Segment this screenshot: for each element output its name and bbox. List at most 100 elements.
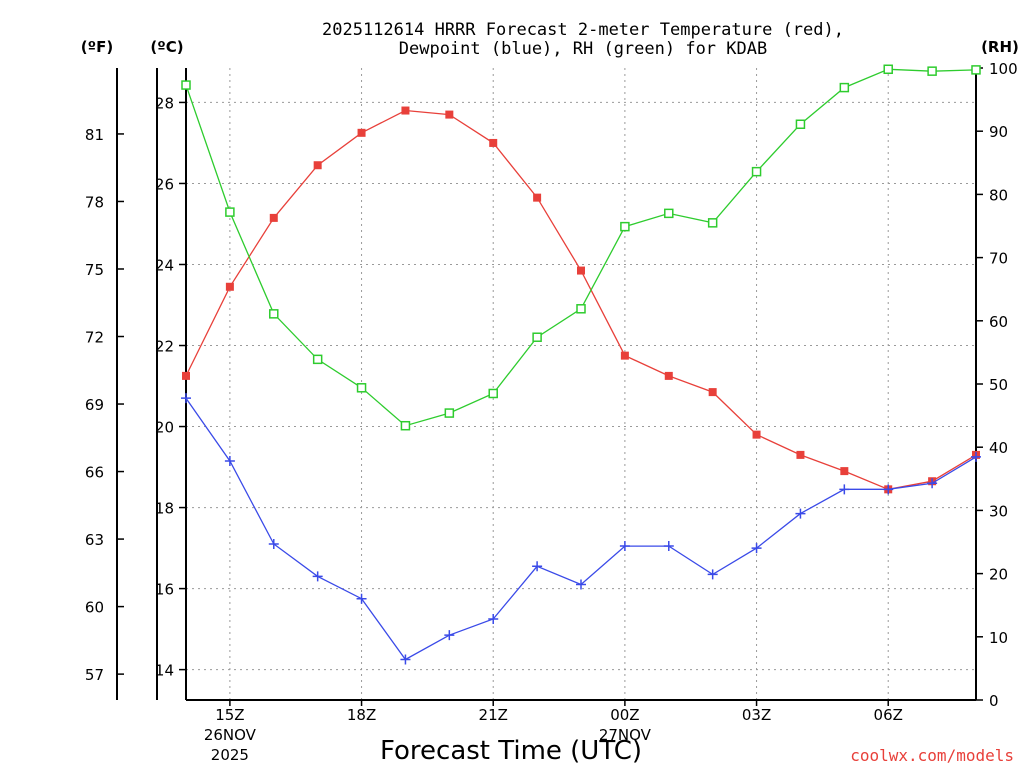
tick-labels: 14 16 18 20 22 24 26 28 57 60 63 66 69 72 75 78 81 0 10 20 3… [85, 60, 1018, 764]
celsius-tick-label: 14 [155, 662, 174, 680]
2-meter-temperature-point [357, 128, 366, 137]
rh-tick-label: 20 [989, 566, 1008, 584]
dewpoint-point [312, 571, 323, 582]
celsius-tick-label: 28 [155, 94, 174, 112]
dewpoint-point [971, 451, 981, 462]
rh-point [795, 119, 806, 129]
rh-point [927, 66, 937, 76]
2-meter-temperature-point [664, 371, 673, 380]
rh-point [225, 207, 235, 217]
rh-point [883, 64, 893, 75]
2-meter-temperature-point [401, 106, 410, 115]
x-tick-date: 26NOV [204, 726, 257, 744]
rh-point [488, 388, 498, 399]
celsius-tick-label: 18 [155, 500, 174, 518]
celsius-unit-label: (ºC) [150, 38, 183, 56]
2-meter-temperature-point [225, 282, 234, 291]
dewpoint-point [444, 630, 455, 641]
dewpoint-point [268, 539, 279, 550]
axes [116, 67, 983, 706]
2-meter-temperature-point [182, 371, 190, 380]
dewpoint-line [185, 397, 977, 661]
rh-point [400, 420, 411, 431]
rh-point [576, 304, 586, 314]
dewpoint-point [663, 541, 674, 552]
dewpoint-point [751, 543, 762, 554]
rh-unit-label: (RH) [981, 38, 1019, 56]
x-tick-year: 2025 [211, 746, 249, 764]
celsius-tick-label: 26 [155, 175, 174, 193]
fahrenheit-tick-label: 72 [85, 329, 104, 347]
rh-tick-label: 70 [989, 250, 1008, 268]
2-meter-temperature-point [533, 193, 542, 202]
dewpoint-point [795, 508, 806, 519]
fahrenheit-tick-label: 81 [85, 126, 104, 144]
dewpoint-point [883, 484, 894, 495]
x-tick-label: 03Z [742, 706, 771, 724]
rh-point [269, 309, 279, 319]
grid-lines [186, 68, 976, 700]
2-meter-temperature-point [796, 450, 805, 459]
x-tick-label: 15Z [215, 706, 244, 724]
rh-tick-label: 10 [989, 629, 1008, 647]
rh-point [312, 354, 323, 365]
rh-tick-label: 40 [989, 439, 1008, 457]
rh-point [707, 218, 718, 228]
rh-line [185, 68, 977, 427]
dewpoint-point [927, 478, 938, 489]
2-meter-temperature-point [840, 467, 849, 476]
rh-point [971, 65, 981, 75]
celsius-tick-label: 20 [155, 419, 174, 437]
2-meter-temperature-line [185, 109, 977, 490]
x-axis-label: Forecast Time (UTC) [380, 736, 642, 766]
rh-tick-label: 80 [989, 186, 1008, 204]
rh-point [356, 383, 367, 393]
rh-point [620, 221, 630, 232]
rh-point [181, 80, 191, 90]
fahrenheit-tick-label: 60 [85, 599, 104, 617]
2-meter-temperature-point [489, 138, 498, 147]
celsius-tick-label: 22 [155, 338, 174, 356]
rh-point [839, 82, 850, 93]
dewpoint-point [224, 455, 235, 466]
chart-title-line2: Dewpoint (blue), RH (green) for KDAB [399, 39, 767, 59]
celsius-tick-label: 24 [155, 256, 174, 274]
2-meter-temperature-point [445, 110, 454, 119]
2-meter-temperature-point [577, 266, 585, 275]
2-meter-temperature-point [752, 430, 761, 439]
2-meter-temperature-point [620, 351, 629, 360]
rh-point [444, 408, 455, 418]
rh-tick-label: 100 [989, 60, 1018, 78]
dewpoint-point [356, 593, 367, 604]
fahrenheit-unit-label: (ºF) [81, 38, 113, 56]
dewpoint-point [839, 484, 850, 495]
rh-point [532, 332, 542, 342]
rh-tick-label: 90 [989, 123, 1008, 141]
fahrenheit-tick-label: 57 [85, 666, 104, 684]
rh-point [664, 208, 674, 219]
2-meter-temperature-point [313, 161, 322, 170]
dewpoint-point [400, 654, 411, 665]
x-tick-label: 00Z [610, 706, 639, 724]
fahrenheit-tick-label: 75 [85, 261, 104, 279]
x-tick-label: 18Z [347, 706, 376, 724]
x-tick-label: 21Z [479, 706, 508, 724]
x-tick-label: 06Z [874, 706, 903, 724]
dewpoint-point [488, 613, 499, 624]
chart-title-line1: 2025112614 HRRR Forecast 2-meter Tempera… [322, 20, 844, 40]
2-meter-temperature-point [708, 388, 717, 397]
credit-link[interactable]: coolwx.com/models [850, 746, 1014, 765]
fahrenheit-tick-label: 78 [85, 193, 104, 211]
dewpoint-point [532, 561, 543, 572]
celsius-tick-label: 16 [155, 581, 174, 599]
dewpoint-point [707, 569, 718, 580]
data-series [181, 64, 981, 665]
x-tick-date: 27NOV [599, 726, 652, 744]
dewpoint-point [576, 579, 586, 590]
fahrenheit-tick-label: 69 [85, 396, 104, 414]
fahrenheit-tick-label: 66 [85, 464, 104, 482]
rh-tick-label: 0 [989, 692, 999, 710]
rh-point [751, 166, 762, 177]
fahrenheit-tick-label: 63 [85, 531, 104, 549]
